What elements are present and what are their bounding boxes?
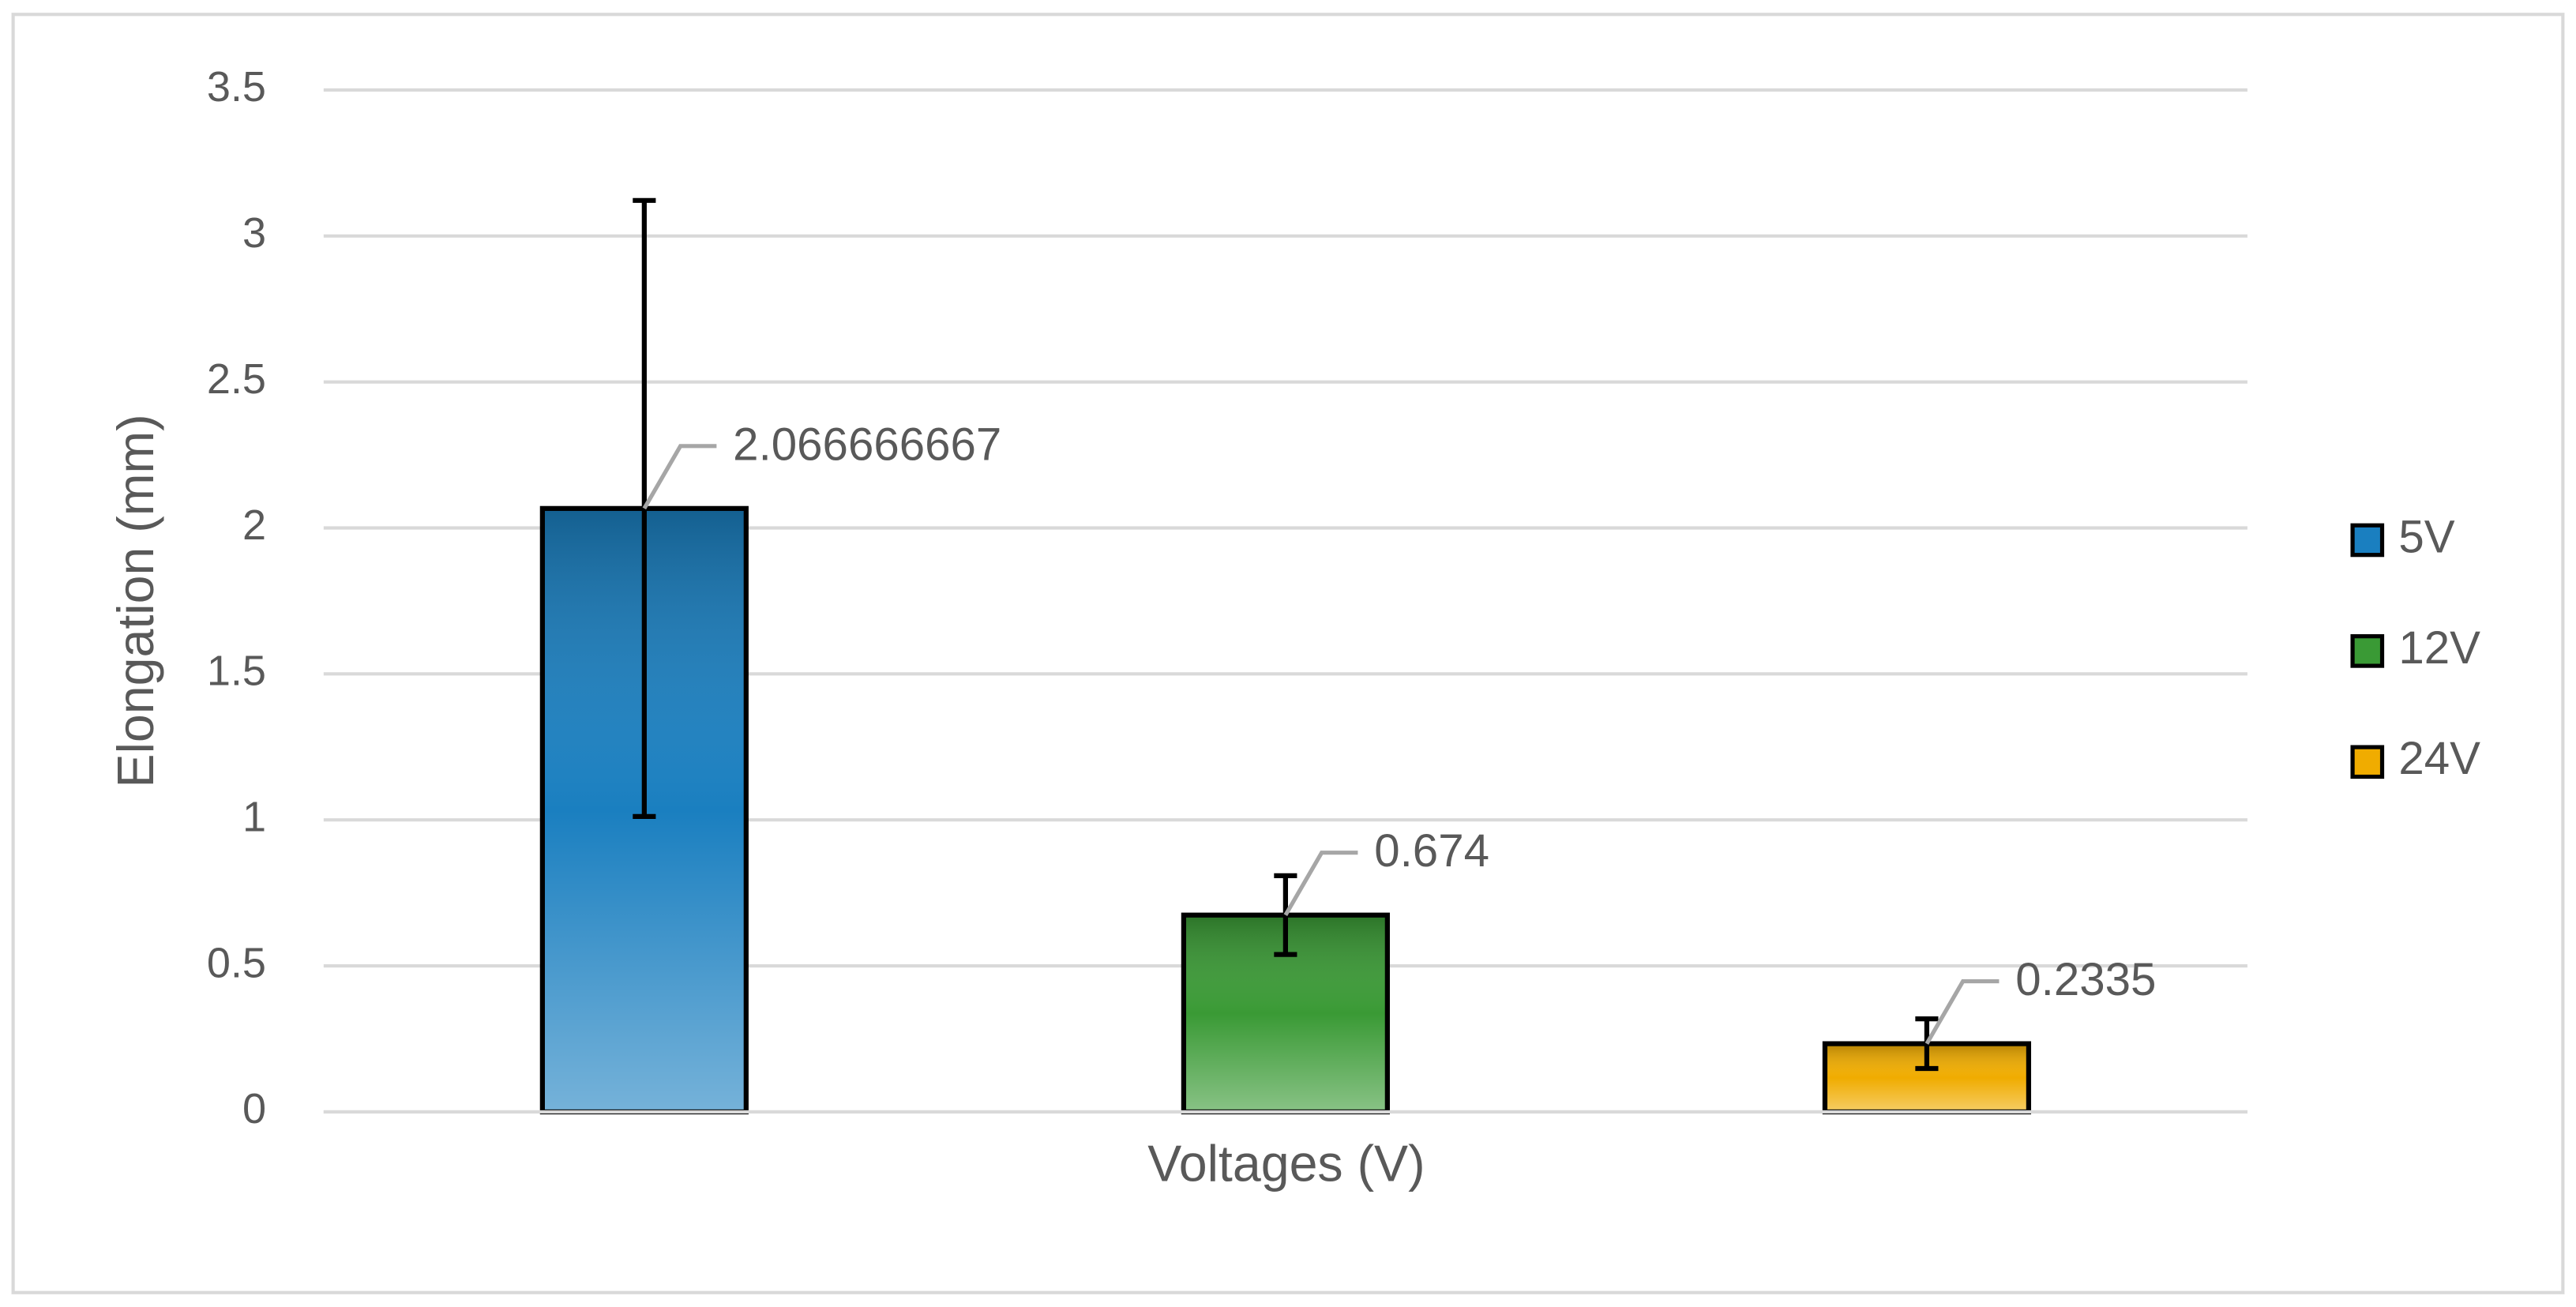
y-tick-label: 0.5 (207, 939, 266, 986)
y-axis-title: Elongation (mm) (107, 414, 164, 787)
y-tick-label: 0 (242, 1085, 266, 1132)
legend-label: 24V (2398, 733, 2480, 784)
legend-swatch (2350, 634, 2385, 668)
y-tick-label: 3.5 (207, 63, 266, 111)
y-tick-label: 1 (242, 793, 266, 840)
legend-label: 5V (2398, 511, 2454, 562)
y-tick-label: 2 (242, 501, 266, 549)
x-axis-title: Voltages (V) (1147, 1136, 1425, 1192)
label-leader (1283, 851, 1358, 917)
y-tick-label: 3 (242, 209, 266, 257)
legend-swatch (2350, 523, 2385, 558)
label-leader (642, 444, 717, 510)
y-tick-label: 2.5 (207, 355, 266, 403)
data-label: 2.066666667 (733, 419, 1001, 470)
data-label: 0.674 (1374, 825, 1489, 877)
data-label: 0.2335 (2015, 954, 2156, 1005)
legend-label: 12V (2398, 622, 2480, 674)
y-tick-label: 1.5 (207, 648, 266, 695)
legend-swatch (2350, 745, 2385, 779)
label-leader (1924, 978, 2000, 1045)
